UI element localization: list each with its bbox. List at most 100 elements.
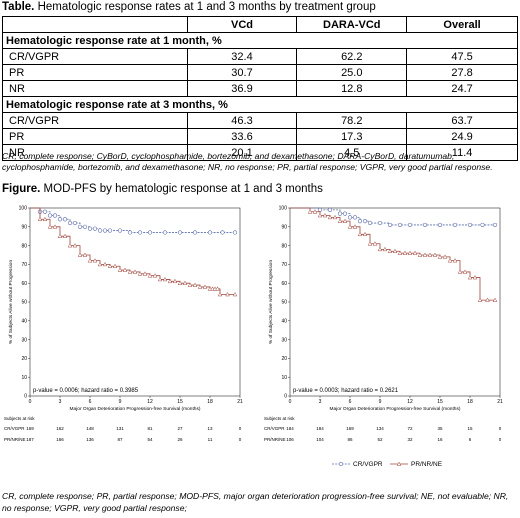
y-tick-label: 0 xyxy=(284,394,287,400)
risk-value: 169 xyxy=(346,426,354,431)
censor-mark xyxy=(477,297,483,302)
censor-mark xyxy=(92,258,98,263)
censor-mark xyxy=(442,254,448,259)
risk-row-label: PR/NR/NE xyxy=(264,437,286,442)
censor-mark xyxy=(182,280,188,285)
censor-mark xyxy=(407,250,413,255)
censor-mark xyxy=(142,271,148,276)
cell-vcd: 32.4 xyxy=(186,48,298,65)
censor-mark xyxy=(197,284,203,289)
figure-title-text: MOD-PFS by hematologic response at 1 and… xyxy=(40,183,323,195)
risk-row-label: CR/VGPR xyxy=(264,426,285,431)
series-line-cr-vgpr xyxy=(290,207,495,226)
censor-mark xyxy=(312,209,318,214)
table-header-row: VCd DARA-VCd Overall xyxy=(2,16,518,33)
censor-mark xyxy=(338,461,344,467)
y-tick-label: 10 xyxy=(281,375,287,381)
row-label: CR/VGPR xyxy=(2,112,188,129)
x-axis-label: Major Organ Deterioration Progression-fr… xyxy=(330,406,461,412)
x-tick-label: 18 xyxy=(467,399,473,405)
y-tick-label: 80 xyxy=(281,243,287,249)
risk-value: 0 xyxy=(239,437,242,442)
censor-mark xyxy=(362,231,368,237)
risk-value: 87 xyxy=(117,437,123,442)
y-tick-label: 80 xyxy=(21,243,27,249)
response-table: VCd DARA-VCd Overall Hematologic respons… xyxy=(2,16,518,161)
censor-mark xyxy=(37,216,43,222)
figure-footnote: CR, complete response; PR, partial respo… xyxy=(2,491,509,513)
y-tick-label: 90 xyxy=(21,225,27,231)
risk-value: 166 xyxy=(56,437,64,442)
risk-value: 11 xyxy=(208,437,213,442)
y-axis-label: % of Subjects Alive without Progression xyxy=(8,260,14,345)
x-tick-label: 9 xyxy=(379,399,382,405)
figure-title-bold: Figure. xyxy=(2,183,41,195)
x-tick-label: 0 xyxy=(29,399,32,405)
censor-mark xyxy=(82,252,88,257)
censor-mark xyxy=(347,224,353,229)
censor-mark xyxy=(382,246,388,252)
risk-value: 187 xyxy=(26,437,34,442)
risk-value: 35 xyxy=(437,426,443,431)
risk-value: 134 xyxy=(376,426,384,431)
col-header-blank xyxy=(2,16,188,33)
cell-overall: 27.8 xyxy=(406,64,518,81)
y-tick-label: 40 xyxy=(21,319,27,325)
censor-mark xyxy=(147,273,153,278)
censor-mark xyxy=(192,282,198,287)
censor-mark xyxy=(52,213,58,218)
censor-mark xyxy=(215,286,220,291)
censor-mark xyxy=(392,248,398,253)
censor-mark xyxy=(332,214,338,220)
x-tick-label: 15 xyxy=(177,399,183,405)
censor-mark xyxy=(112,263,118,269)
x-tick-label: 18 xyxy=(207,399,213,405)
table-title-text: Hematologic response rates at 1 and 3 mo… xyxy=(34,1,376,13)
risk-value: 15 xyxy=(467,426,473,431)
censor-mark xyxy=(337,218,343,223)
risk-value: 106 xyxy=(286,437,294,442)
x-tick-label: 6 xyxy=(349,399,352,405)
risk-row-label: CR/VGPR xyxy=(4,426,25,431)
censor-mark xyxy=(137,271,143,276)
cell-overall: 24.7 xyxy=(406,80,518,97)
censor-mark xyxy=(467,222,473,228)
censor-mark xyxy=(77,252,83,257)
censor-mark xyxy=(407,222,413,228)
censor-mark xyxy=(42,216,48,222)
censor-mark xyxy=(72,243,78,248)
x-tick-label: 3 xyxy=(319,399,322,405)
y-tick-label: 10 xyxy=(21,375,27,381)
censor-mark xyxy=(92,226,98,231)
row-label: CR/VGPR xyxy=(2,48,188,65)
cell-vcd: 30.7 xyxy=(186,64,298,81)
y-tick-label: 30 xyxy=(21,337,27,343)
legend-label-crvgpr: CR/VGPR xyxy=(353,461,383,468)
censor-mark xyxy=(352,215,358,220)
censor-mark xyxy=(462,269,468,274)
y-tick-label: 60 xyxy=(281,281,287,287)
censor-mark xyxy=(232,230,238,235)
y-axis-label: % of Subjects Alive without Progression xyxy=(268,260,274,345)
censor-mark xyxy=(132,269,138,274)
censor-mark xyxy=(122,267,128,272)
risk-value: 148 xyxy=(86,426,94,431)
censor-mark xyxy=(162,230,168,235)
y-tick-label: 100 xyxy=(19,206,28,212)
censor-mark xyxy=(347,215,353,220)
censor-mark xyxy=(485,297,490,302)
censor-mark xyxy=(67,220,73,226)
censor-mark xyxy=(432,252,438,257)
risk-value: 27 xyxy=(177,426,183,431)
censor-mark xyxy=(452,258,458,263)
censor-mark xyxy=(172,278,178,284)
censor-mark xyxy=(192,230,198,235)
table-title: Table. Hematologic response rates at 1 a… xyxy=(2,1,376,13)
censor-mark xyxy=(217,291,223,297)
risk-value: 72 xyxy=(407,426,413,431)
table-footnote: CR, complete response; CyBorD, cyclophos… xyxy=(2,151,493,172)
x-tick-label: 12 xyxy=(407,399,413,405)
x-tick-label: 21 xyxy=(497,399,503,405)
risk-row-label: PR/NR/NE xyxy=(4,437,26,442)
cell-overall: 24.9 xyxy=(406,128,518,145)
